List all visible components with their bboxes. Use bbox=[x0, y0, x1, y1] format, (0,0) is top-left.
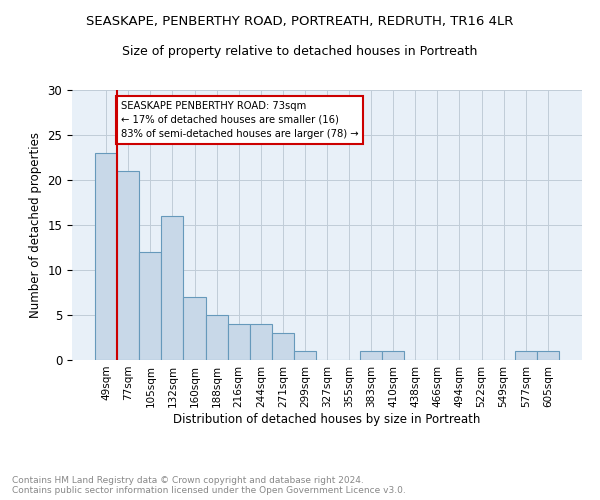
Text: SEASKAPE, PENBERTHY ROAD, PORTREATH, REDRUTH, TR16 4LR: SEASKAPE, PENBERTHY ROAD, PORTREATH, RED… bbox=[86, 15, 514, 28]
Y-axis label: Number of detached properties: Number of detached properties bbox=[29, 132, 42, 318]
Bar bbox=[515, 351, 537, 360]
Bar bbox=[250, 324, 272, 360]
Bar bbox=[294, 351, 316, 360]
Bar bbox=[139, 252, 161, 360]
Bar bbox=[227, 324, 250, 360]
Text: Size of property relative to detached houses in Portreath: Size of property relative to detached ho… bbox=[122, 45, 478, 58]
Bar bbox=[95, 153, 117, 360]
Bar bbox=[206, 315, 227, 360]
Bar bbox=[382, 351, 404, 360]
Bar bbox=[161, 216, 184, 360]
X-axis label: Distribution of detached houses by size in Portreath: Distribution of detached houses by size … bbox=[173, 412, 481, 426]
Bar bbox=[272, 333, 294, 360]
Bar bbox=[184, 297, 206, 360]
Bar bbox=[360, 351, 382, 360]
Text: Contains HM Land Registry data © Crown copyright and database right 2024.
Contai: Contains HM Land Registry data © Crown c… bbox=[12, 476, 406, 495]
Bar bbox=[117, 171, 139, 360]
Bar bbox=[537, 351, 559, 360]
Text: SEASKAPE PENBERTHY ROAD: 73sqm
← 17% of detached houses are smaller (16)
83% of : SEASKAPE PENBERTHY ROAD: 73sqm ← 17% of … bbox=[121, 101, 358, 139]
